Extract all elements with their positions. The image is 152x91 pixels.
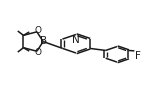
Text: F: F [135, 51, 141, 61]
Text: B: B [40, 36, 47, 46]
Text: N: N [72, 35, 80, 45]
Text: O: O [35, 48, 42, 57]
Text: O: O [35, 26, 42, 35]
